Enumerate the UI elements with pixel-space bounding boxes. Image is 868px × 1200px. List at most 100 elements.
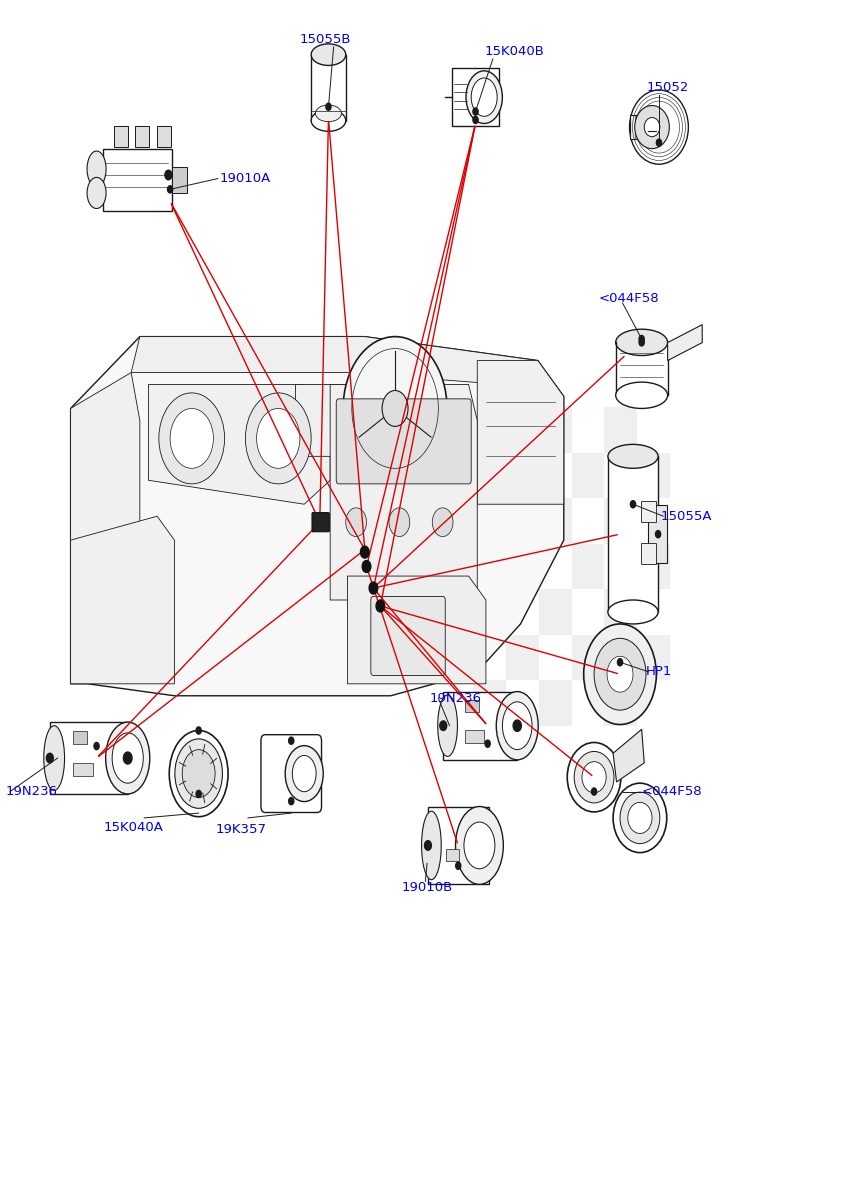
Bar bbox=[506, 498, 539, 544]
Bar bbox=[571, 407, 604, 452]
Circle shape bbox=[360, 546, 369, 558]
FancyBboxPatch shape bbox=[648, 505, 667, 563]
Bar bbox=[473, 589, 506, 635]
Text: <044F58: <044F58 bbox=[598, 292, 659, 305]
Bar bbox=[506, 544, 539, 589]
FancyBboxPatch shape bbox=[114, 126, 128, 148]
FancyBboxPatch shape bbox=[629, 115, 651, 139]
Text: 15K040A: 15K040A bbox=[103, 821, 163, 834]
FancyBboxPatch shape bbox=[444, 691, 517, 760]
Bar bbox=[637, 589, 670, 635]
Circle shape bbox=[639, 336, 644, 342]
Ellipse shape bbox=[87, 178, 106, 209]
Circle shape bbox=[440, 721, 447, 731]
Ellipse shape bbox=[503, 702, 532, 750]
Circle shape bbox=[389, 508, 410, 536]
Circle shape bbox=[257, 408, 299, 468]
FancyBboxPatch shape bbox=[73, 763, 93, 776]
Bar bbox=[506, 635, 539, 680]
Text: 15055B: 15055B bbox=[299, 34, 352, 46]
Text: 15055A: 15055A bbox=[661, 510, 712, 523]
Circle shape bbox=[165, 170, 172, 180]
FancyBboxPatch shape bbox=[261, 734, 321, 812]
FancyBboxPatch shape bbox=[608, 456, 658, 612]
Bar bbox=[637, 680, 670, 726]
Ellipse shape bbox=[471, 78, 497, 116]
Ellipse shape bbox=[311, 109, 345, 131]
Text: solidria: solidria bbox=[70, 480, 437, 564]
Polygon shape bbox=[70, 516, 174, 684]
FancyBboxPatch shape bbox=[371, 596, 445, 676]
Ellipse shape bbox=[628, 803, 652, 834]
Circle shape bbox=[326, 103, 331, 110]
Ellipse shape bbox=[422, 811, 441, 880]
Circle shape bbox=[376, 600, 385, 612]
Ellipse shape bbox=[574, 751, 614, 803]
FancyBboxPatch shape bbox=[102, 149, 172, 211]
Ellipse shape bbox=[608, 444, 658, 468]
FancyBboxPatch shape bbox=[336, 398, 471, 484]
Bar bbox=[637, 635, 670, 680]
Bar bbox=[637, 407, 670, 452]
Circle shape bbox=[594, 638, 646, 710]
Ellipse shape bbox=[456, 806, 503, 884]
Bar bbox=[571, 680, 604, 726]
Circle shape bbox=[196, 727, 201, 734]
Text: 19N236: 19N236 bbox=[430, 691, 482, 704]
Circle shape bbox=[639, 338, 644, 346]
Ellipse shape bbox=[286, 745, 323, 802]
Text: 15052: 15052 bbox=[647, 82, 689, 94]
Ellipse shape bbox=[315, 104, 341, 121]
Circle shape bbox=[424, 841, 431, 851]
FancyBboxPatch shape bbox=[311, 55, 345, 120]
Bar bbox=[604, 589, 637, 635]
Text: 15K040B: 15K040B bbox=[484, 46, 544, 58]
Polygon shape bbox=[330, 384, 477, 600]
Bar bbox=[506, 680, 539, 726]
Ellipse shape bbox=[568, 743, 621, 812]
Circle shape bbox=[655, 530, 661, 538]
Circle shape bbox=[456, 862, 461, 869]
Bar bbox=[571, 498, 604, 544]
Circle shape bbox=[343, 337, 447, 480]
Ellipse shape bbox=[293, 756, 316, 792]
FancyBboxPatch shape bbox=[73, 731, 87, 744]
Circle shape bbox=[432, 508, 453, 536]
Ellipse shape bbox=[106, 722, 150, 794]
Ellipse shape bbox=[629, 90, 688, 164]
Ellipse shape bbox=[437, 695, 457, 756]
Bar bbox=[539, 635, 571, 680]
Ellipse shape bbox=[169, 731, 228, 817]
Circle shape bbox=[485, 740, 490, 748]
Ellipse shape bbox=[615, 382, 667, 408]
Bar bbox=[473, 498, 506, 544]
Bar bbox=[604, 452, 637, 498]
FancyBboxPatch shape bbox=[312, 512, 329, 532]
Circle shape bbox=[630, 500, 635, 508]
Bar bbox=[473, 452, 506, 498]
Ellipse shape bbox=[635, 106, 669, 149]
FancyBboxPatch shape bbox=[135, 126, 149, 148]
Ellipse shape bbox=[464, 822, 495, 869]
Bar bbox=[539, 452, 571, 498]
Bar bbox=[539, 589, 571, 635]
FancyBboxPatch shape bbox=[451, 68, 499, 126]
Circle shape bbox=[315, 516, 324, 528]
Circle shape bbox=[345, 508, 366, 536]
Circle shape bbox=[196, 791, 201, 798]
Bar bbox=[604, 635, 637, 680]
Bar bbox=[473, 407, 506, 452]
Circle shape bbox=[123, 752, 132, 764]
Bar bbox=[506, 407, 539, 452]
Polygon shape bbox=[70, 337, 564, 696]
Circle shape bbox=[170, 408, 214, 468]
Ellipse shape bbox=[644, 118, 660, 137]
Ellipse shape bbox=[496, 691, 538, 760]
Ellipse shape bbox=[620, 792, 660, 844]
Text: c a r   p a r t s: c a r p a r t s bbox=[88, 571, 302, 600]
Ellipse shape bbox=[311, 44, 345, 66]
FancyBboxPatch shape bbox=[641, 500, 656, 522]
Ellipse shape bbox=[112, 733, 143, 784]
Bar bbox=[473, 544, 506, 589]
Bar bbox=[604, 407, 637, 452]
